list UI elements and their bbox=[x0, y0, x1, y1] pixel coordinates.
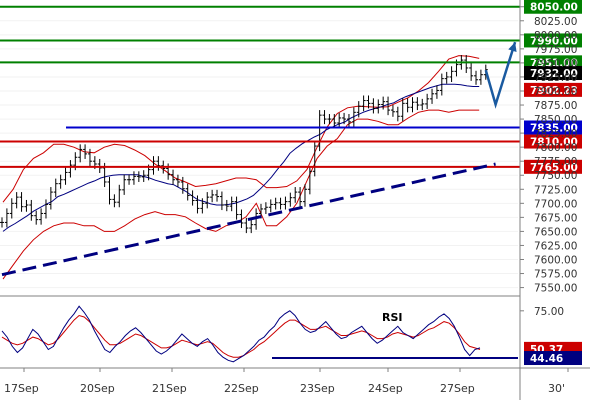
price-tick-label: 7575.00 bbox=[534, 269, 577, 281]
level-label: 7765.00 bbox=[530, 162, 578, 174]
x-tick-label: 20Sep bbox=[80, 382, 115, 395]
price-tick-label: 7600.00 bbox=[534, 254, 577, 266]
level-lines: 8050.007990.007951.007835.007810.007765.… bbox=[0, 0, 582, 174]
price-tick-label: 7925.00 bbox=[534, 72, 577, 84]
price-tick-label: 7825.00 bbox=[534, 128, 577, 140]
price-tick-label: 7875.00 bbox=[534, 100, 577, 112]
rsi-level-tag bbox=[524, 351, 582, 366]
rsi-line bbox=[1, 305, 481, 363]
x-tick-label: 22Sep bbox=[224, 382, 259, 395]
level-label: 7810.00 bbox=[530, 137, 578, 149]
rsi-tick-label: 75.00 bbox=[534, 306, 564, 318]
price-tick-label: 7850.00 bbox=[534, 114, 577, 126]
price-tick-label: 7900.00 bbox=[534, 86, 577, 98]
rsi-lines bbox=[1, 305, 518, 363]
x-tick-label: 24Sep bbox=[368, 382, 403, 395]
price-tick-label: 7700.00 bbox=[534, 198, 577, 210]
price-grid bbox=[0, 6, 518, 289]
projection-arrow bbox=[484, 41, 517, 109]
price-marker-tag bbox=[524, 82, 582, 97]
level-label: 7835.00 bbox=[530, 122, 578, 134]
price-tick-label: 7775.00 bbox=[534, 156, 577, 168]
rsi-level-label: 44.46 bbox=[530, 353, 563, 365]
moving-average-line bbox=[2, 83, 480, 232]
price-marker-label: 7932.00 bbox=[530, 68, 578, 80]
level-label: 7990.00 bbox=[530, 35, 578, 47]
price-panel: 8050.007990.007951.007835.007810.007765.… bbox=[0, 0, 582, 295]
projection-arrow-head bbox=[508, 42, 517, 53]
level-tag bbox=[524, 0, 582, 14]
level-tag bbox=[524, 159, 582, 174]
level-label: 8050.00 bbox=[530, 2, 578, 14]
price-tick-label: 8000.00 bbox=[534, 30, 577, 42]
level-tag bbox=[524, 55, 582, 70]
bollinger-upper bbox=[2, 55, 480, 203]
price-tick-label: 7625.00 bbox=[534, 240, 577, 252]
x-tick-label: 30' bbox=[548, 382, 565, 395]
moving-average bbox=[2, 83, 480, 232]
price-tick-label: 7675.00 bbox=[534, 212, 577, 224]
x-tick-label: 21Sep bbox=[152, 382, 187, 395]
level-tag bbox=[524, 134, 582, 149]
price-marker-tag bbox=[524, 66, 582, 81]
price-marker-label: 7902.23 bbox=[530, 85, 578, 97]
price-candles bbox=[0, 55, 488, 234]
price-tick-label: 7650.00 bbox=[534, 226, 577, 238]
trendline-line bbox=[1, 162, 496, 277]
rsi-signal-line bbox=[1, 314, 481, 358]
x-tick-label: 23Sep bbox=[300, 382, 335, 395]
price-tick-label: 7750.00 bbox=[534, 170, 577, 182]
price-y-axis: 8025.00 8000.00 7975.00 7950.00 7925.00 7900.… bbox=[520, 6, 577, 295]
price-tick-label: 7550.00 bbox=[534, 283, 577, 295]
price-tick-label: 8025.00 bbox=[534, 16, 577, 28]
price-tick-label: 7800.00 bbox=[534, 142, 577, 154]
x-tick-label: 17Sep bbox=[4, 382, 39, 395]
price-tick-label: 7725.00 bbox=[534, 184, 577, 196]
trendline bbox=[1, 162, 496, 277]
price-tick-label: 7975.00 bbox=[534, 44, 577, 56]
level-tag bbox=[524, 33, 582, 48]
x-tick-label: 27Sep bbox=[440, 382, 475, 395]
price-tick-label: 7950.00 bbox=[534, 58, 577, 70]
projection-arrow-line bbox=[484, 41, 517, 109]
level-tag bbox=[524, 120, 582, 135]
x-axis: 17Sep 20Sep 21Sep 22Sep 23Sep 24Sep 27Sep 30' bbox=[4, 368, 569, 395]
rsi-title: RSI bbox=[382, 311, 403, 324]
